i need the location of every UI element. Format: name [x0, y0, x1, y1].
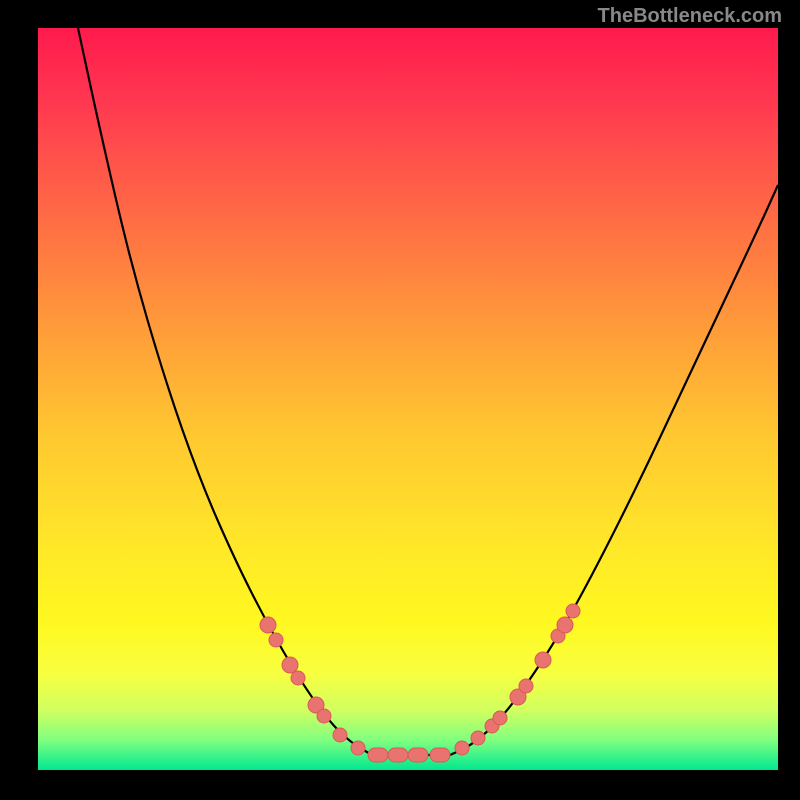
data-marker [566, 604, 580, 618]
data-marker-pill [388, 748, 408, 762]
data-marker [282, 657, 298, 673]
data-marker [269, 633, 283, 647]
bottleneck-chart [0, 0, 800, 800]
data-marker [471, 731, 485, 745]
data-marker [351, 741, 365, 755]
data-marker-pill [368, 748, 388, 762]
data-marker [291, 671, 305, 685]
data-marker [535, 652, 551, 668]
data-marker [519, 679, 533, 693]
data-marker [260, 617, 276, 633]
data-marker [455, 741, 469, 755]
watermark-text: TheBottleneck.com [598, 5, 782, 28]
data-marker [493, 711, 507, 725]
data-marker [333, 728, 347, 742]
data-marker-pill [408, 748, 428, 762]
data-marker [317, 709, 331, 723]
data-marker [557, 617, 573, 633]
plot-background [38, 28, 778, 770]
data-marker-pill [430, 748, 450, 762]
